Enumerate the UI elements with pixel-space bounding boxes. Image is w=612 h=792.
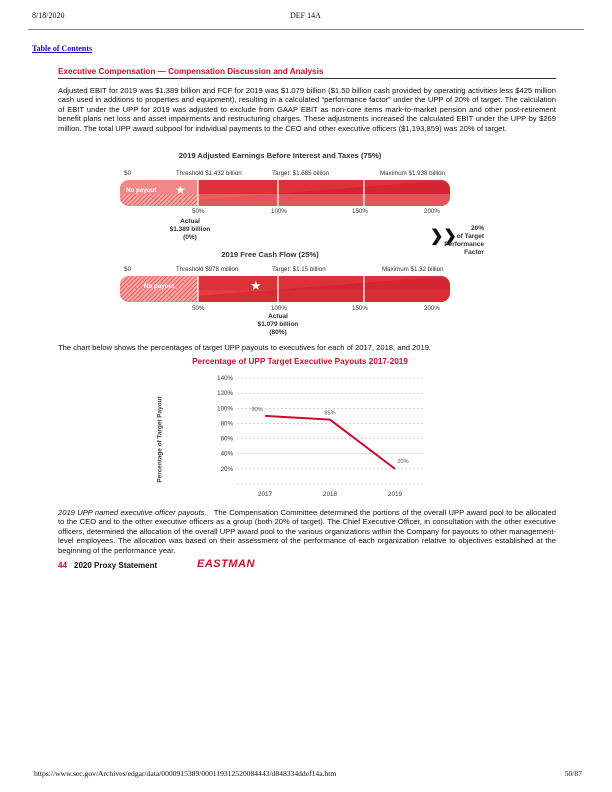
- y-tick-label: 120%: [217, 390, 233, 397]
- print-page-count: 50/87: [564, 769, 582, 778]
- doc-type: DEF 14A: [290, 11, 321, 20]
- double-chevron-right-icon: ❯❯: [430, 228, 457, 245]
- fcf-no-payout: No payout: [144, 283, 175, 290]
- fcf-bar: [120, 276, 450, 302]
- ebit-tick: 50%: [192, 208, 205, 215]
- x-tick-label: 2019: [388, 491, 403, 498]
- section-divider: [58, 78, 556, 79]
- fcf-chart-title: 2019 Free Cash Flow (25%): [221, 250, 319, 259]
- chart-intro: The chart below shows the percentages of…: [58, 343, 432, 352]
- closing-paragraph: 2019 UPP named executive officer payouts…: [58, 508, 556, 555]
- eastman-logo: EASTMAN: [197, 558, 255, 570]
- header-rule: [28, 29, 584, 30]
- y-tick-label: 80%: [221, 420, 234, 427]
- source-url: https://www.sec.gov/Archives/edgar/data/…: [34, 769, 337, 778]
- fcf-tick: 100%: [271, 305, 287, 312]
- ebit-no-payout: No payout: [126, 187, 157, 194]
- fcf-tick: 50%: [192, 305, 205, 312]
- y-tick-label: 20%: [221, 466, 234, 473]
- fcf-actual: Actual $1.079 billion (80%): [257, 313, 299, 336]
- ebit-tick: 100%: [271, 208, 287, 215]
- ebit-actual: Actual $1.389 billion (0%): [169, 218, 211, 241]
- section-title: Executive Compensation — Compensation Di…: [58, 67, 324, 76]
- y-tick-label: 100%: [217, 405, 233, 412]
- x-tick-label: 2017: [258, 491, 273, 498]
- print-date: 8/18/2020: [32, 11, 65, 20]
- table-of-contents-link[interactable]: Table of Contents: [32, 44, 93, 53]
- payout-line-chart: 140% 120% 100% 80% 60% 40% 20% 2017 2018 2019 90% 8…: [217, 375, 423, 498]
- ebit-maximum-label: Maximum $1.938 billion: [380, 170, 445, 177]
- line-chart-title: Percentage of UPP Target Executive Payou…: [192, 357, 408, 366]
- intro-paragraph: Adjusted EBIT for 2019 was $1.389 billio…: [58, 86, 556, 133]
- ebit-threshold-label: Threshold $1.432 billion: [176, 170, 242, 177]
- y-tick-label: 40%: [221, 451, 234, 458]
- fcf-target-label: Target: $1.15 billion: [272, 266, 326, 273]
- data-label: 20%: [397, 459, 408, 465]
- fcf-threshold-label: Threshold $978 million: [176, 266, 239, 273]
- series-line: [264, 414, 396, 470]
- ebit-target-label: Target: $1.685 billion: [272, 170, 330, 177]
- line-chart-ylabel: Percentage of Target Payout: [156, 396, 164, 483]
- performance-factor: 20% of Target Performance Factor: [444, 225, 484, 256]
- fcf-zero-label: $0: [124, 266, 131, 273]
- closing-text: The Compensation Committee determined th…: [58, 508, 556, 555]
- y-tick-label: 60%: [221, 436, 234, 443]
- ebit-chart-title: 2019 Adjusted Earnings Before Interest a…: [178, 151, 382, 160]
- y-tick-label: 140%: [217, 375, 233, 382]
- fcf-tick: 150%: [352, 305, 368, 312]
- footer-page-number: 44: [58, 561, 67, 570]
- fcf-maximum-label: Maximum $1.32 billion: [382, 266, 444, 273]
- fcf-star-icon: ★: [250, 278, 262, 293]
- ebit-star-icon: ★: [175, 183, 186, 197]
- ebit-bar: [120, 180, 450, 206]
- data-label: 90%: [251, 407, 262, 413]
- ebit-tick: 150%: [352, 208, 368, 215]
- ebit-zero-label: $0: [124, 170, 131, 177]
- footer-label: 2020 Proxy Statement: [74, 561, 158, 570]
- data-label: 85%: [324, 411, 335, 417]
- ebit-tick: 200%: [424, 208, 440, 215]
- closing-lead: 2019 UPP named executive officer payouts…: [58, 508, 207, 517]
- x-tick-label: 2018: [323, 491, 338, 498]
- fcf-tick: 200%: [424, 305, 440, 312]
